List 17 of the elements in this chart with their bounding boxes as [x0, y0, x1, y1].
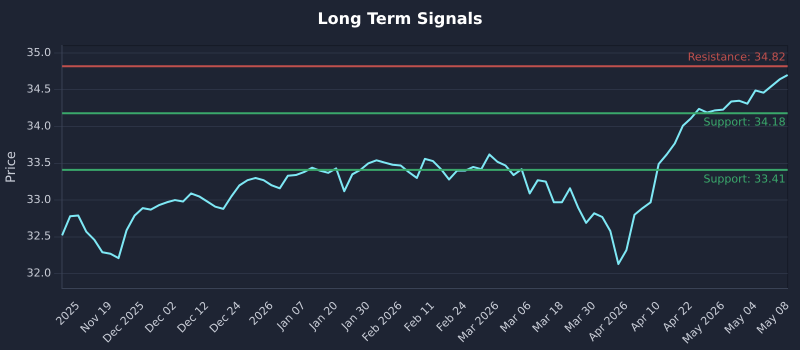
x-tick-label: Jan 07: [274, 298, 308, 334]
y-tick-label: 32.0: [26, 266, 52, 280]
y-tick-label: 32.5: [26, 230, 52, 243]
x-tick-label: Apr 10: [628, 298, 663, 334]
y-tick-label: 35.0: [26, 46, 52, 59]
x-tick-label: Jan 20: [306, 298, 340, 334]
x-tick-label: Feb 11: [402, 298, 438, 334]
y-tick-label: 34.5: [26, 82, 52, 96]
ref-line-label: Support: 33.41: [703, 172, 786, 186]
ref-line-label: Support: 34.18: [703, 116, 786, 129]
y-tick-label: 33.0: [26, 192, 52, 206]
ref-line-label: Resistance: 34.82: [688, 50, 786, 64]
y-tick-label: 34.0: [26, 119, 52, 132]
y-tick-label: 33.5: [26, 156, 52, 170]
y-axis-title: Price: [4, 151, 20, 183]
chart-title: Long Term Signals: [316, 8, 484, 30]
x-tick-label: Dec 24: [206, 298, 244, 336]
